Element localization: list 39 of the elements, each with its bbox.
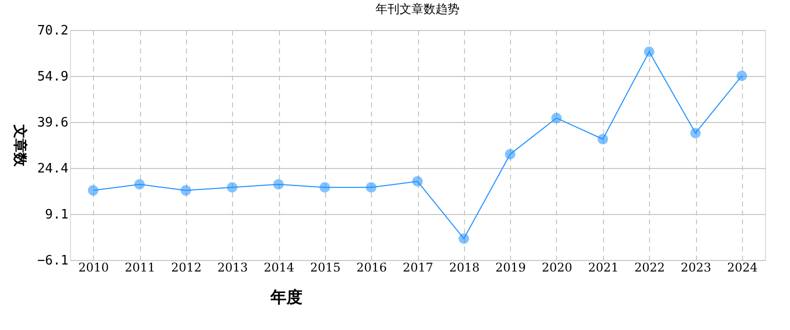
y-tick-label: 54.9: [37, 70, 68, 85]
x-tick-label: 2023: [680, 260, 712, 274]
x-tick-label: 2024: [727, 260, 758, 274]
x-tick-label: 2020: [542, 260, 572, 274]
x-tick-label: 2011: [124, 260, 156, 274]
x-tick-label: 2014: [264, 260, 295, 274]
point: [644, 46, 654, 57]
x-tick-label: 2016: [356, 260, 387, 274]
point: [736, 70, 748, 82]
y-tick-label: 70.2: [37, 24, 68, 38]
point: [226, 182, 238, 193]
x-tick-label: 2022: [634, 260, 665, 274]
y-tick-label: −6.1: [37, 254, 68, 268]
y-tick-label: 39.6: [37, 116, 68, 131]
x-tick-label: 2010: [78, 260, 109, 274]
x-axis-title: 年度: [270, 288, 302, 306]
y-tick-label: 9.1: [45, 208, 68, 223]
x-tick-label: 2013: [217, 260, 248, 274]
point: [88, 185, 98, 196]
point: [551, 112, 562, 124]
point: [134, 179, 145, 190]
x-tick-label: 2021: [588, 260, 619, 274]
x-tick-label: 2018: [449, 260, 480, 274]
point: [320, 182, 330, 193]
point: [598, 134, 608, 144]
point: [690, 128, 701, 138]
point: [504, 148, 516, 160]
point: [412, 176, 423, 187]
x-tick-label: 2017: [402, 260, 434, 274]
y-axis-title: 文章数: [12, 124, 28, 168]
x-tick-label: 2019: [495, 260, 526, 274]
point: [180, 185, 192, 196]
point: [458, 233, 470, 244]
x-tick-label: 2015: [310, 260, 341, 274]
point: [366, 182, 376, 193]
point: [273, 179, 284, 190]
chart-title: 年刊文章数趋势: [376, 2, 460, 16]
y-tick-label: 24.4: [37, 162, 69, 177]
x-tick-label: 2012: [171, 260, 202, 274]
